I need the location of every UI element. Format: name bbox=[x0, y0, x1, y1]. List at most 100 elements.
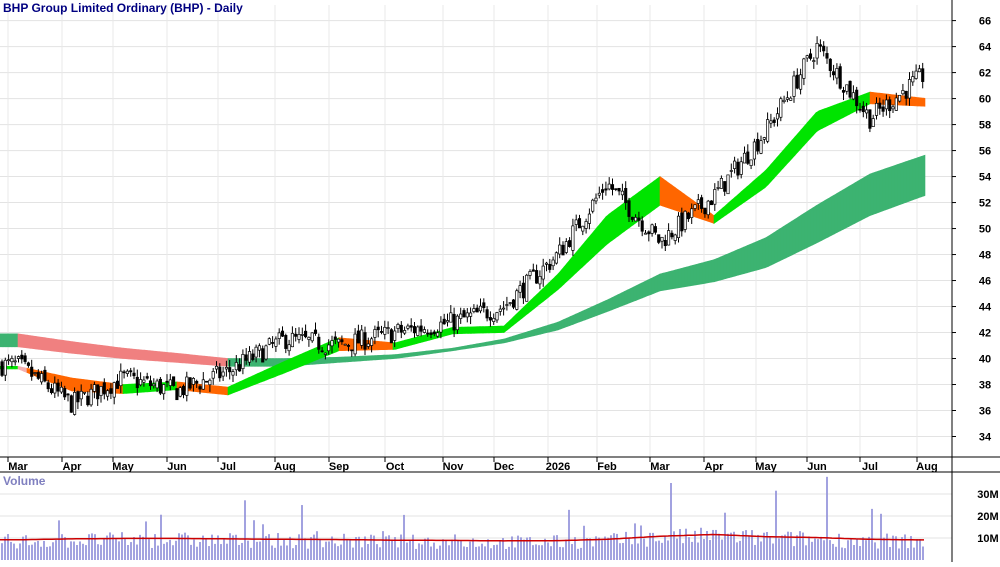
candle bbox=[525, 273, 529, 302]
candle-body bbox=[690, 208, 694, 218]
short-ribbon-segment bbox=[911, 96, 916, 107]
candle-body bbox=[802, 58, 806, 79]
short-ribbon-segment bbox=[458, 326, 463, 335]
candle-body bbox=[188, 377, 192, 389]
candle-body bbox=[558, 244, 562, 255]
long-ribbon-segment bbox=[620, 291, 625, 307]
volume-bar bbox=[874, 542, 876, 560]
candle-body bbox=[445, 320, 450, 323]
long-ribbon-segment bbox=[908, 159, 913, 202]
volume-bar bbox=[769, 537, 771, 560]
candle bbox=[752, 138, 756, 166]
candle bbox=[211, 367, 215, 385]
long-ribbon-segment bbox=[740, 246, 745, 275]
volume-bar bbox=[85, 545, 87, 560]
short-ribbon-segment bbox=[254, 372, 259, 385]
volume-bar bbox=[664, 535, 666, 560]
long-ribbon-segment bbox=[470, 344, 475, 349]
volume-bar bbox=[280, 545, 282, 560]
long-ribbon-segment bbox=[410, 352, 415, 357]
candle-body bbox=[172, 376, 176, 386]
volume-bar bbox=[919, 539, 921, 560]
candle-body bbox=[891, 106, 895, 110]
volume-bar bbox=[304, 538, 306, 560]
volume-bar bbox=[49, 546, 51, 560]
volume-bar bbox=[424, 538, 426, 560]
candle bbox=[604, 181, 608, 196]
long-ribbon-segment bbox=[878, 169, 883, 213]
volume-bar bbox=[133, 537, 135, 560]
volume-bar bbox=[577, 548, 579, 560]
candle-body bbox=[898, 94, 902, 102]
candle bbox=[614, 188, 618, 192]
long-ribbon-segment bbox=[497, 339, 502, 345]
long-ribbon-segment bbox=[419, 351, 424, 356]
volume-bar bbox=[208, 546, 210, 560]
candle-body bbox=[231, 371, 235, 376]
date-tick-label: Aug bbox=[916, 461, 937, 473]
candle-body bbox=[535, 270, 539, 284]
candle bbox=[921, 62, 925, 89]
candle bbox=[667, 223, 671, 246]
volume-bar bbox=[148, 539, 150, 560]
candle bbox=[310, 332, 314, 343]
short-ribbon-segment bbox=[416, 335, 421, 344]
short-ribbon-segment bbox=[248, 375, 253, 388]
candle bbox=[416, 325, 420, 337]
candle-body bbox=[429, 332, 433, 335]
volume-bar bbox=[256, 541, 258, 560]
long-ribbon-segment bbox=[674, 268, 679, 289]
volume-bar bbox=[355, 537, 357, 560]
short-ribbon-segment bbox=[236, 381, 241, 392]
candle-body bbox=[33, 372, 37, 374]
short-ribbon-segment bbox=[803, 122, 808, 147]
volume-bar bbox=[193, 539, 195, 560]
candle-body bbox=[680, 212, 684, 232]
long-ribbon-segment bbox=[230, 358, 235, 367]
short-ribbon-segment bbox=[812, 111, 817, 137]
candle bbox=[181, 384, 186, 399]
candle-body bbox=[241, 354, 245, 370]
candle-body bbox=[518, 285, 522, 293]
volume-bar bbox=[430, 546, 432, 560]
volume-bar bbox=[856, 538, 858, 560]
short-ribbon-segment bbox=[920, 97, 925, 107]
candle bbox=[571, 218, 575, 256]
volume-bar bbox=[151, 547, 153, 560]
volume-bar bbox=[496, 544, 498, 560]
candle-body bbox=[449, 312, 453, 323]
short-ribbon-segment bbox=[470, 326, 475, 334]
candle-body bbox=[23, 355, 27, 362]
candle-body bbox=[865, 109, 869, 114]
candle bbox=[624, 181, 628, 210]
candle bbox=[749, 159, 753, 170]
candle-body bbox=[706, 200, 710, 216]
volume-bar bbox=[43, 540, 45, 560]
volume-bar bbox=[340, 544, 342, 560]
long-ribbon-segment bbox=[422, 350, 427, 356]
volume-bar bbox=[226, 543, 228, 560]
candle-body bbox=[485, 309, 489, 319]
candle-body bbox=[660, 236, 664, 242]
candle bbox=[89, 383, 93, 407]
candle-body bbox=[878, 102, 882, 109]
short-ribbon-segment bbox=[251, 374, 256, 387]
short-ribbon-segment bbox=[833, 103, 838, 123]
volume-bar bbox=[328, 541, 330, 560]
short-ribbon-segment bbox=[215, 385, 220, 395]
candle bbox=[469, 307, 473, 325]
short-ribbon-segment bbox=[560, 266, 565, 288]
candle bbox=[917, 64, 921, 73]
volume-bar bbox=[739, 540, 741, 560]
volume-bar bbox=[181, 534, 183, 560]
candle bbox=[373, 325, 377, 345]
price-tick-label: 60 bbox=[979, 94, 991, 106]
short-ribbon-segment bbox=[488, 325, 493, 334]
long-ribbon-segment bbox=[557, 320, 562, 331]
short-ribbon-segment bbox=[662, 178, 667, 208]
short-ribbon-segment bbox=[650, 180, 655, 213]
long-ribbon-segment bbox=[455, 346, 460, 351]
volume-bar bbox=[418, 543, 420, 560]
candle-body bbox=[89, 388, 93, 406]
volume-bar bbox=[517, 535, 519, 560]
